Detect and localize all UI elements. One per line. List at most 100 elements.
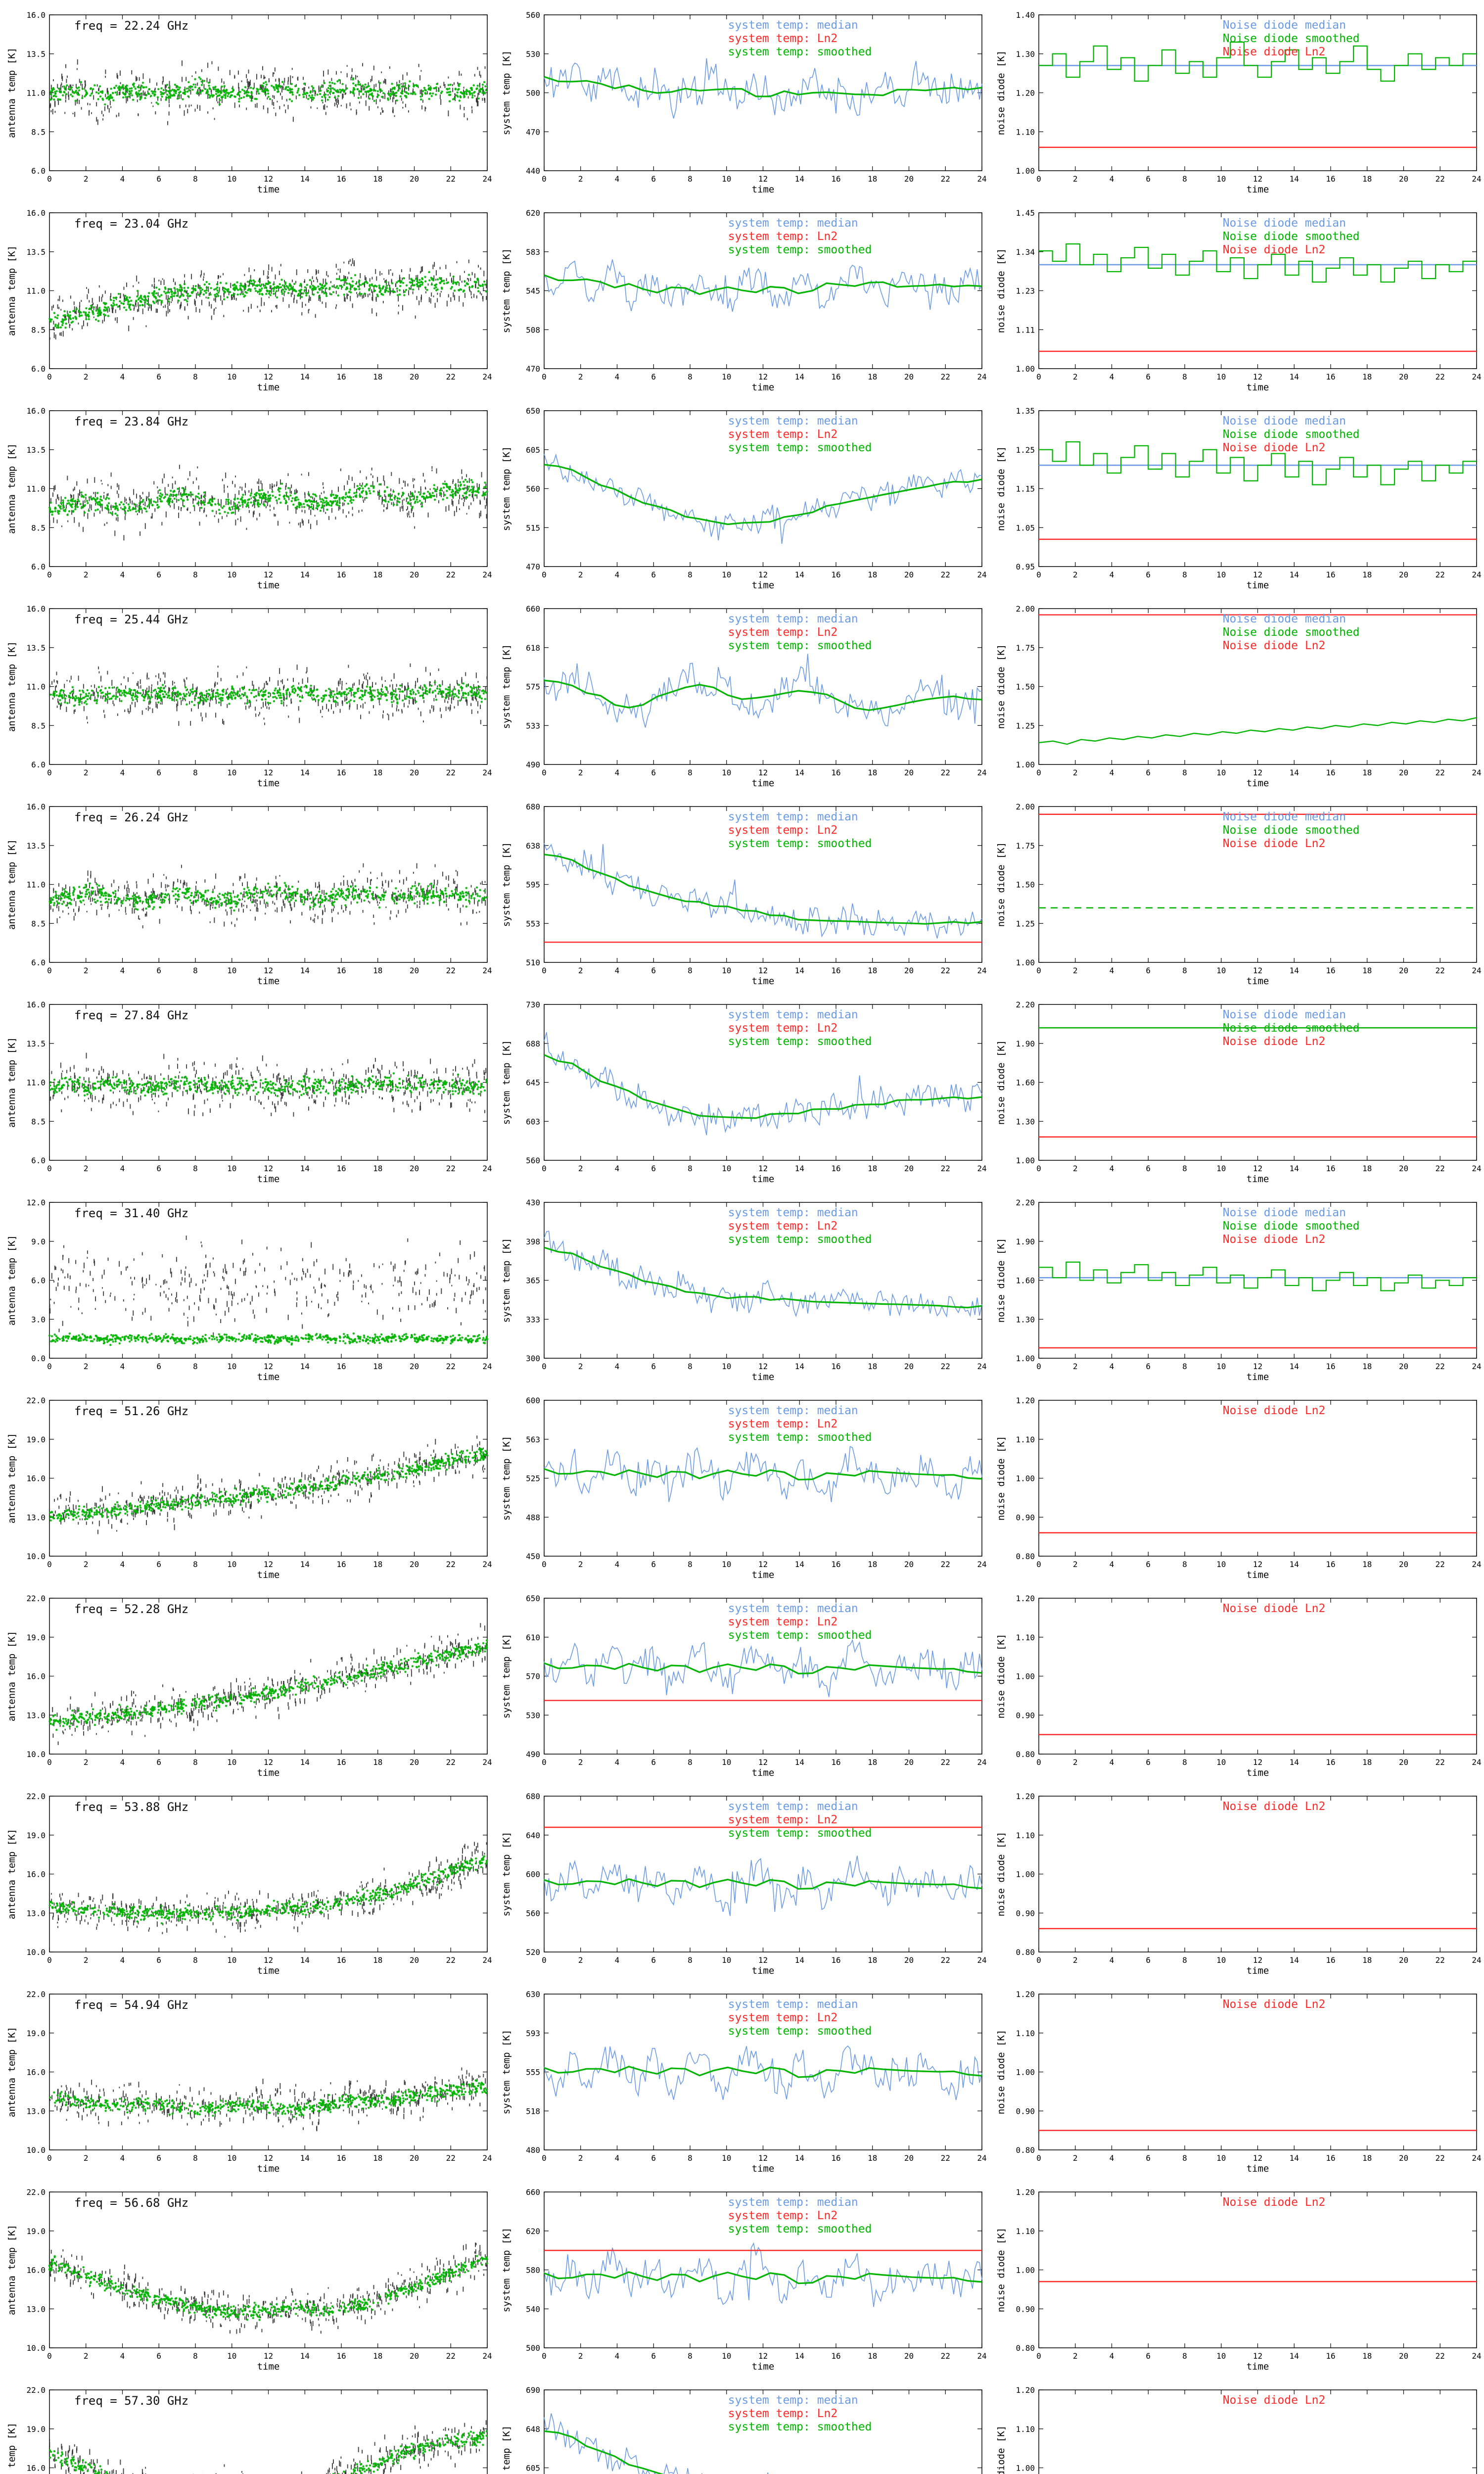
system-temp-median-line: [544, 2242, 982, 2307]
y-tick-label: 16.0: [26, 208, 46, 218]
x-tick-label: 20: [1399, 372, 1408, 381]
x-tick-label: 18: [868, 966, 877, 975]
x-tick-label: 18: [1362, 1362, 1372, 1371]
legend-entry: system temp: median: [728, 1206, 858, 1219]
x-tick-label: 12: [1253, 570, 1262, 579]
x-tick-label: 22: [446, 1362, 456, 1371]
x-tick-label: 12: [1253, 1164, 1262, 1173]
x-tick-label: 24: [977, 1164, 986, 1173]
system-temp-median-line: [544, 843, 982, 939]
x-tick-label: 18: [1362, 174, 1372, 184]
legend-entry: system temp: median: [728, 1008, 858, 1021]
plot-frame: [49, 1994, 488, 2150]
y-axis-label: system temp [K]: [501, 1634, 512, 1719]
x-tick-label: 4: [615, 1758, 620, 1767]
x-tick-label: 22: [941, 1955, 950, 1965]
x-tick-label: 14: [300, 1955, 310, 1965]
x-tick-label: 6: [1146, 372, 1151, 381]
x-axis-label: time: [1247, 1174, 1269, 1185]
x-tick-label: 4: [1110, 372, 1114, 381]
x-tick-label: 16: [1326, 1955, 1335, 1965]
x-axis-label: time: [752, 580, 775, 591]
plot-row: 0 2 4 6 8 10 12 14 16 18 20 22 24 6.0 8.5 11.0 13.5 16.0 t…: [0, 0, 1484, 198]
x-tick-label: 2: [578, 174, 583, 184]
x-tick-label: 18: [373, 2351, 382, 2361]
x-tick-label: 20: [904, 1758, 914, 1767]
x-tick-label: 0: [542, 966, 547, 975]
x-tick-label: 6: [651, 1560, 656, 1569]
x-tick-label: 22: [1436, 1362, 1445, 1371]
y-axis-label: system temp [K]: [501, 1436, 512, 1521]
noise-diode-step-line: [1039, 441, 1477, 485]
plot-frame: [49, 2191, 488, 2348]
x-tick-label: 14: [300, 1758, 310, 1767]
x-tick-label: 8: [1182, 768, 1187, 777]
x-tick-label: 16: [831, 1758, 840, 1767]
y-tick-label: 1.50: [1016, 682, 1035, 692]
x-tick-label: 14: [795, 966, 804, 975]
x-tick-label: 10: [722, 1362, 731, 1371]
x-tick-label: 0: [47, 768, 52, 777]
y-tick-label: 645: [526, 1078, 540, 1088]
y-tick-label: 1.20: [1016, 1396, 1035, 1405]
y-tick-label: 19.0: [26, 1435, 46, 1444]
x-tick-label: 24: [1472, 570, 1481, 579]
x-tick-label: 20: [410, 372, 419, 381]
x-tick-label: 6: [1146, 1362, 1151, 1371]
x-tick-label: 12: [758, 1362, 768, 1371]
x-tick-label: 0: [47, 1362, 52, 1371]
x-tick-label: 10: [722, 2351, 731, 2361]
y-axis-label: system temp [K]: [501, 446, 512, 531]
y-axis-label: noise diode [K]: [996, 1238, 1007, 1323]
x-tick-label: 4: [120, 2351, 125, 2361]
x-tick-label: 8: [1182, 1758, 1187, 1767]
x-tick-label: 12: [758, 174, 768, 184]
legend-entry: system temp: Ln2: [728, 1022, 838, 1035]
x-tick-label: 2: [84, 174, 89, 184]
x-tick-label: 4: [615, 1164, 620, 1173]
plot-row: 0 2 4 6 8 10 12 14 16 18 20 22 24 6.0 8.5 11.0 13.5 16.0 t…: [0, 792, 1484, 990]
y-tick-label: 1.20: [1016, 1792, 1035, 1801]
y-axis-label: antenna temp [K]: [6, 1631, 17, 1721]
y-tick-label: 648: [526, 2425, 540, 2434]
system-temp-panel: 0 2 4 6 8 10 12 14 16 18 20 22 24560603645688730time…: [495, 990, 989, 1188]
x-tick-label: 6: [651, 1955, 656, 1965]
x-tick-label: 12: [758, 966, 768, 975]
y-tick-label: 515: [526, 523, 540, 532]
x-tick-label: 8: [688, 2153, 693, 2163]
x-tick-label: 10: [722, 966, 731, 975]
legend-entry: Noise diode smoothed: [1223, 428, 1360, 441]
x-tick-label: 14: [300, 1362, 310, 1371]
y-tick-label: 1.35: [1016, 406, 1035, 416]
x-axis-label: time: [752, 2361, 775, 2372]
x-tick-label: 12: [264, 768, 273, 777]
x-tick-label: 8: [1182, 2351, 1187, 2361]
x-tick-label: 12: [264, 372, 273, 381]
x-tick-label: 16: [336, 966, 346, 975]
y-tick-label: 1.30: [1016, 1315, 1035, 1324]
x-tick-label: 6: [156, 570, 161, 579]
x-tick-label: 12: [758, 768, 768, 777]
x-tick-label: 4: [120, 174, 125, 184]
y-axis-label: system temp [K]: [501, 50, 512, 136]
plot-title: freq = 23.04 GHz: [74, 217, 188, 231]
y-tick-label: 630: [526, 1990, 540, 1999]
y-tick-label: 2.20: [1016, 1198, 1035, 1207]
x-tick-label: 8: [688, 1560, 693, 1569]
x-tick-label: 20: [1399, 1560, 1408, 1569]
x-tick-label: 14: [300, 1164, 310, 1173]
legend-entry: Noise diode Ln2: [1223, 837, 1326, 850]
legend-entry: system temp: median: [728, 1602, 858, 1615]
x-tick-label: 24: [482, 1362, 492, 1371]
x-tick-label: 4: [120, 1560, 125, 1569]
y-tick-label: 16.0: [26, 1870, 46, 1879]
y-tick-label: 22.0: [26, 1396, 46, 1405]
noise-diode-line: [1038, 717, 1477, 745]
y-tick-label: 530: [526, 1711, 540, 1720]
y-tick-label: 730: [526, 1000, 540, 1009]
y-axis-label: antenna temp [K]: [6, 1433, 17, 1523]
system-temp-smoothed-line: [544, 679, 982, 711]
plot-row: 0 2 4 6 8 10 12 14 16 18 20 22 24 6.0 8.5 11.0 13.5 16.0 t…: [0, 990, 1484, 1188]
y-axis-label: noise diode [K]: [996, 1634, 1007, 1719]
